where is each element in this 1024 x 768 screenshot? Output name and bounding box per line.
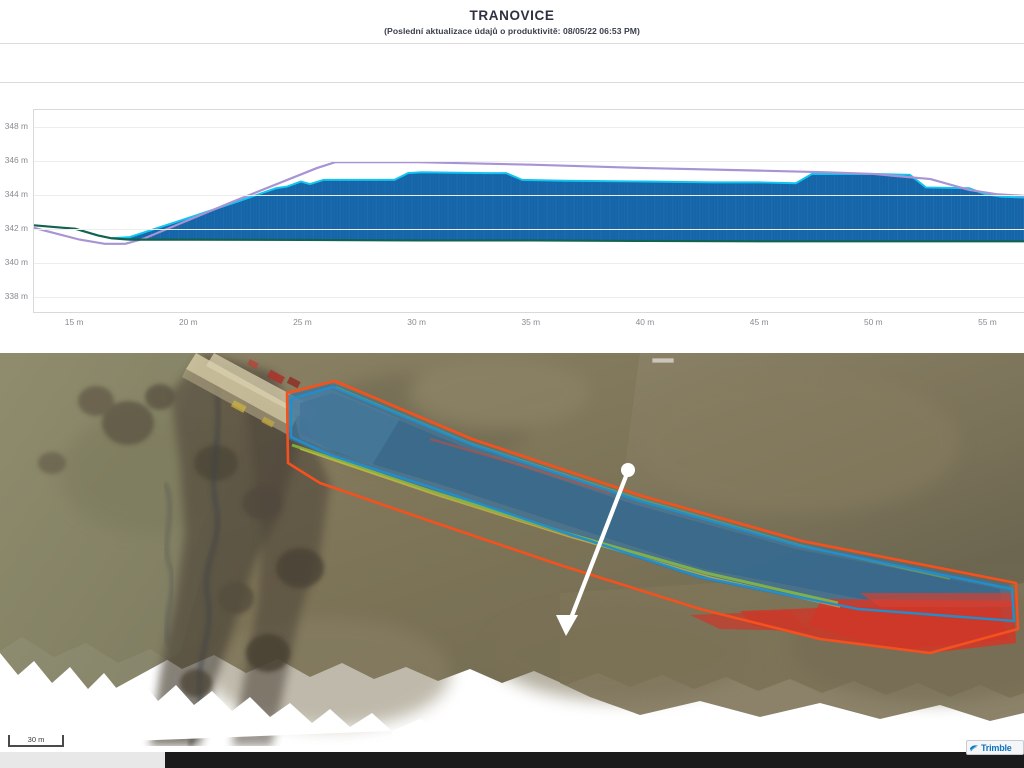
chart-y-axis: 338 m 340 m 342 m 344 m 346 m 348 m [0,109,33,313]
chart-x-tick-label: 50 m [863,317,883,327]
map-canvas [0,353,1024,746]
chart-x-tick-label: 45 m [749,317,769,327]
chart-y-tick-label: 338 m [4,291,28,301]
page-title: TRANOVICE [469,8,555,23]
report-header: TRANOVICE (Poslední aktualizace údajů o … [0,0,1024,44]
chart-y-tick-label: 340 m [4,257,28,267]
header-divider [0,43,1024,44]
chart-y-tick-label: 346 m [4,155,28,165]
chart-x-axis: 15 m 20 m 25 m 30 m 35 m 40 m 45 m 50 m 55 m [33,315,1024,335]
chart-y-tick-label: 348 m [4,121,28,131]
bottom-bar-light-segment [0,752,165,768]
chart-x-tick-label: 20 m [178,317,198,327]
chart-x-tick-label: 25 m [293,317,312,327]
chart-fill-area [111,172,1024,242]
map-resize-handle[interactable] [652,358,674,363]
chart-x-tick-label: 55 m [978,317,997,327]
chart-gridline [34,161,1024,162]
scalebar-label: 30 m [27,735,45,744]
chart-fill-surface-line [111,171,1024,240]
toolbar-strip [0,44,1024,82]
chart-x-tick-label: 35 m [521,317,541,327]
last-update-subtitle: (Poslední aktualizace údajů o produktivi… [384,26,640,36]
scalebar-bracket [8,735,64,747]
trimble-attribution[interactable]: Trimble [966,740,1024,755]
cutfill-overlay [287,383,1016,653]
chart-gridline [34,127,1024,128]
chart-gridline [34,263,1024,264]
trimble-logo-icon [969,744,979,751]
chart-x-tick-label: 30 m [407,317,426,327]
chart-gridline [34,195,1024,196]
chart-plot-area[interactable] [33,109,1024,313]
site-boundary-polygon [285,379,1020,655]
chart-y-tick-label: 342 m [4,223,28,233]
chart-x-tick-label: 15 m [64,317,84,327]
cross-section-line [556,463,635,636]
chart-y-tick-label: 344 m [4,189,28,199]
chart-existing-ground-line [34,224,1024,243]
chart-gridline [34,229,1024,230]
bottom-bar [0,752,1024,768]
chart-gridline [34,297,1024,298]
chart-canvas [34,161,1024,245]
cross-section-chart: 338 m 340 m 342 m 344 m 346 m 348 m 15 m 20 m 2… [0,83,1024,351]
chart-design-surface-line [34,161,1024,245]
chart-x-tick-label: 40 m [635,317,655,327]
trimble-label: Trimble [981,742,1012,753]
orthophoto-map[interactable] [0,353,1024,746]
map-scalebar: 30 m [8,735,64,749]
toolbar-divider [0,82,1024,83]
